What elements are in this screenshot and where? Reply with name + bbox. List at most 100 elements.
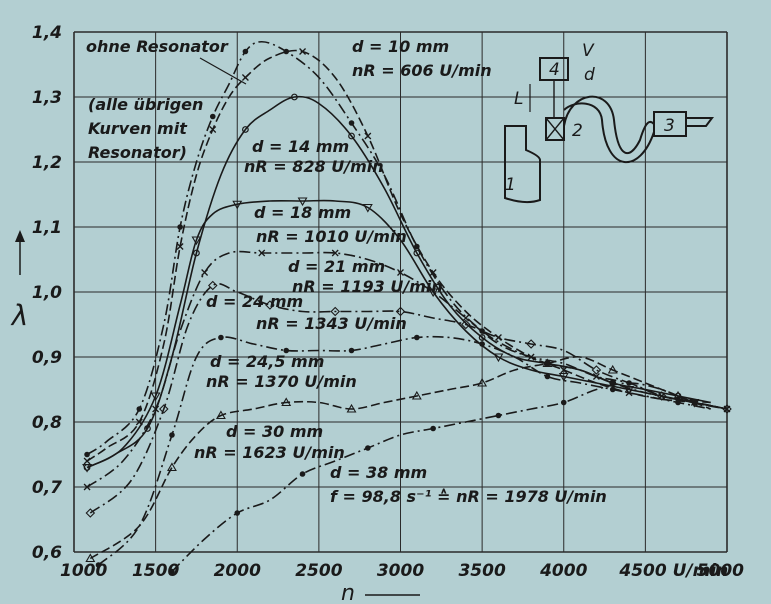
data-point [479,341,485,347]
data-point [258,249,266,257]
data-point [430,425,436,432]
curve-label-ohne: ohne Resonator [86,37,229,56]
data-point [348,347,355,354]
schematic-label-2: 2 [572,121,583,141]
x-tick-label: 1000 [60,561,107,581]
data-point [150,392,161,402]
data-point [331,249,339,257]
data-point [281,397,292,407]
data-point [241,74,249,81]
data-point [152,405,160,413]
data-point [413,249,421,257]
data-point [461,319,471,330]
schematic-label-L: L [514,89,523,109]
curve-label-d14: d = 14 mm [252,137,349,156]
data-point [83,483,91,491]
data-point [395,306,406,317]
data-point [429,269,437,276]
data-point [494,334,502,341]
data-point [82,463,93,473]
annotation-line: (alle übrigen [88,95,203,114]
data-point [527,353,535,361]
data-point [544,373,551,380]
curve-label-d21: d = 21 mm [288,257,385,276]
data-point [542,358,553,368]
series-line-d10 [86,49,728,462]
curve-label-d24: d = 24 mm [206,292,303,311]
x-tick-label: 1500 [132,561,179,581]
data-point [290,93,298,101]
series-line-d30 [89,356,711,560]
data-point [176,243,184,250]
curve-label-d38: f = 98,8 s⁻¹ ≙ nR = 1978 U/min [330,487,607,506]
x-tick-label: 4500 U/min [618,561,728,581]
data-point [83,457,91,465]
y-tick-label: 1,0 [32,283,62,303]
curve-label-d18: nR = 1010 U/min [256,227,407,246]
y-tick-label: 0,8 [32,413,62,433]
data-point [297,197,308,207]
curve-label-d14: nR = 828 U/min [244,157,384,176]
series-line-d21 [86,250,728,488]
data-point [477,377,488,387]
data-point [626,380,632,386]
data-point [591,365,602,375]
schematic-label-3: 3 [664,116,675,136]
data-point [346,403,357,413]
y-tick-label: 0,7 [32,478,62,498]
data-point [624,385,634,395]
y-axis-arrowhead [15,230,25,242]
data-point [169,568,175,575]
data-point [609,386,616,393]
annotation-line: Kurven mit [88,119,188,138]
data-point [397,269,404,276]
curve-label-d24: nR = 1343 U/min [256,314,407,333]
data-point [209,126,217,133]
schematic-outlet [686,117,714,127]
data-point [201,269,209,276]
x-tick-label: 3000 [377,561,424,581]
data-point [283,48,290,55]
curve-label-d245: d = 24,5 mm [210,352,324,371]
data-point [607,364,618,374]
curve-label-d245: nR = 1370 U/min [206,372,357,391]
y-axis-label: λ [10,299,29,332]
data-point [299,48,307,55]
y-tick-label: 1,1 [32,218,62,238]
y-tick-label: 0,6 [32,543,62,563]
data-point [411,390,422,400]
y-tick-label: 1,4 [32,23,62,43]
data-point [242,126,249,133]
data-point [560,366,568,374]
data-point [675,399,681,406]
data-point [558,372,569,382]
schematic-pipe [563,95,655,155]
data-point [365,445,371,451]
data-point [462,314,470,322]
data-point [242,48,249,55]
curve-label-d30: nR = 1623 U/min [194,443,345,462]
curve-label-d38: d = 38 mm [330,463,427,482]
series-line-d38 [171,382,728,573]
x-tick-label: 4000 [539,561,587,581]
series-line-d245 [97,335,711,566]
series-line-ohne [86,40,711,456]
schematic-label-4: 4 [549,60,560,80]
data-point [207,280,218,291]
data-point [478,334,486,341]
x-tick-label: 2000 [214,561,261,581]
data-point [218,334,224,341]
curve-label-d10: nR = 606 U/min [352,61,492,80]
data-point [193,249,200,257]
data-point [330,306,340,317]
data-point [234,510,241,516]
data-point [348,132,355,140]
x-tick-label: 2500 [295,561,342,581]
data-point [364,132,372,140]
data-point [414,334,420,341]
series-line-d18 [86,199,728,469]
schematic-label-1: 1 [505,175,516,195]
annotation-line: Resonator) [88,143,187,162]
